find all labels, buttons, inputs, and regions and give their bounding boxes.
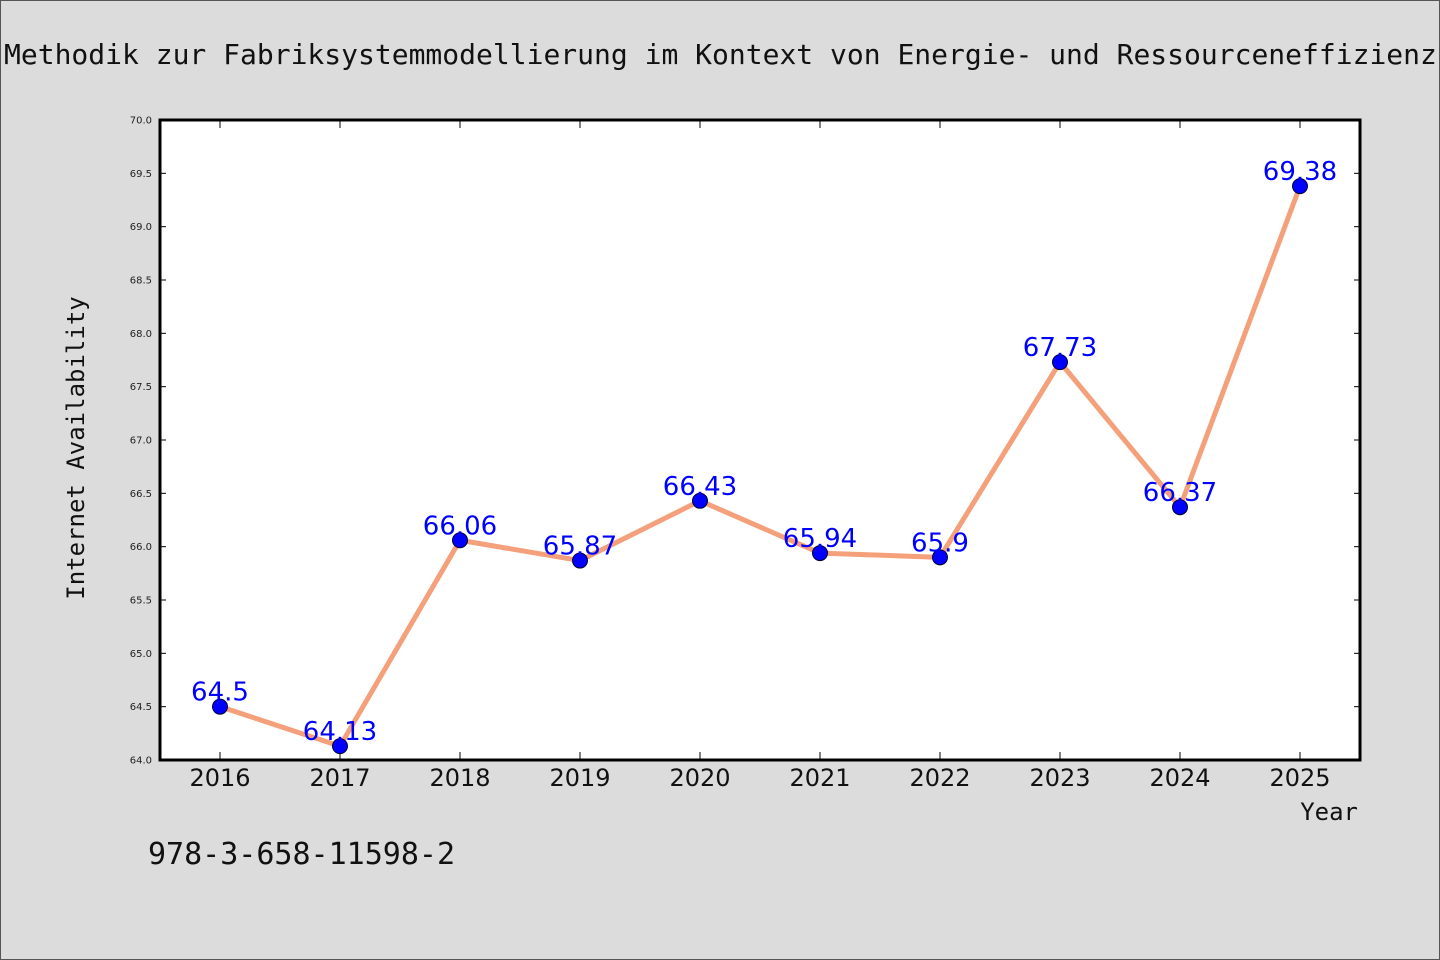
data-point (932, 549, 948, 566)
data-label: 65.87 (543, 532, 617, 562)
x-tick-label: 2023 (1029, 764, 1090, 792)
y-tick-label: 70.0 (130, 116, 152, 127)
x-tick-label: 2024 (1149, 764, 1210, 792)
data-point (452, 532, 468, 549)
data-label: 66.37 (1143, 478, 1217, 508)
y-tick-label: 64.5 (130, 702, 152, 713)
y-tick-label: 69.5 (130, 169, 152, 180)
y-tick-label: 68.0 (130, 329, 152, 340)
x-tick-label: 2017 (309, 764, 370, 792)
y-tick-label: 69.0 (130, 222, 152, 233)
y-tick-label: 68.5 (130, 276, 152, 287)
y-tick-label: 67.0 (130, 436, 152, 447)
y-tick-label: 64.0 (130, 756, 152, 767)
x-tick-label: 2016 (189, 764, 250, 792)
data-point (212, 698, 228, 715)
data-label: 64.5 (191, 678, 249, 708)
y-tick-label: 65.5 (130, 596, 152, 607)
data-label: 69.38 (1263, 157, 1337, 187)
x-tick-label: 2018 (429, 764, 490, 792)
data-label: 65.9 (911, 528, 969, 558)
series-line (217, 183, 1303, 749)
data-label: 67.73 (1023, 333, 1097, 363)
data-label: 66.43 (663, 472, 737, 502)
data-point (692, 492, 708, 509)
data-point (332, 738, 348, 755)
x-tick-label: 2020 (669, 764, 730, 792)
isbn-annotation: 978-3-658-11598-2 (148, 837, 455, 872)
x-tick-label: 2021 (789, 764, 850, 792)
x-axis-label: Year (1300, 798, 1358, 826)
series-line-group (217, 183, 1303, 749)
chart-title: Methodik zur Fabriksystemmodellierung im… (4, 38, 1437, 71)
data-point (1172, 499, 1188, 516)
data-point (1052, 354, 1068, 371)
x-tick-label: 2025 (1269, 764, 1330, 792)
marker-group (212, 178, 1308, 755)
data-label: 65.94 (783, 524, 857, 554)
data-label: 66.06 (423, 511, 497, 541)
plot-area (158, 118, 1362, 762)
y-tick-label: 67.5 (130, 382, 152, 393)
x-tick-label: 2022 (909, 764, 970, 792)
y-tick-label: 66.0 (130, 542, 152, 553)
data-point (812, 545, 828, 562)
data-label-group: 64.5 64.13 66.06 65.87 66.43 65.94 65.9 67.73 66… (191, 157, 1337, 747)
x-axis-ticks: 2016 2017 2018 2019 2020 2021 2022 2023 2024 2025 (189, 120, 1331, 792)
y-axis-label: Internet Availability (62, 296, 90, 599)
data-point (572, 552, 588, 569)
data-label: 64.13 (303, 717, 377, 747)
data-point (1292, 178, 1308, 195)
x-tick-label: 2019 (549, 764, 610, 792)
y-tick-label: 65.0 (130, 649, 152, 660)
y-tick-label: 66.5 (130, 489, 152, 500)
y-axis-ticks: 64.0 64.5 65.0 65.5 66.0 66.5 67.0 67.5 68.0 68.5… (130, 116, 1360, 767)
